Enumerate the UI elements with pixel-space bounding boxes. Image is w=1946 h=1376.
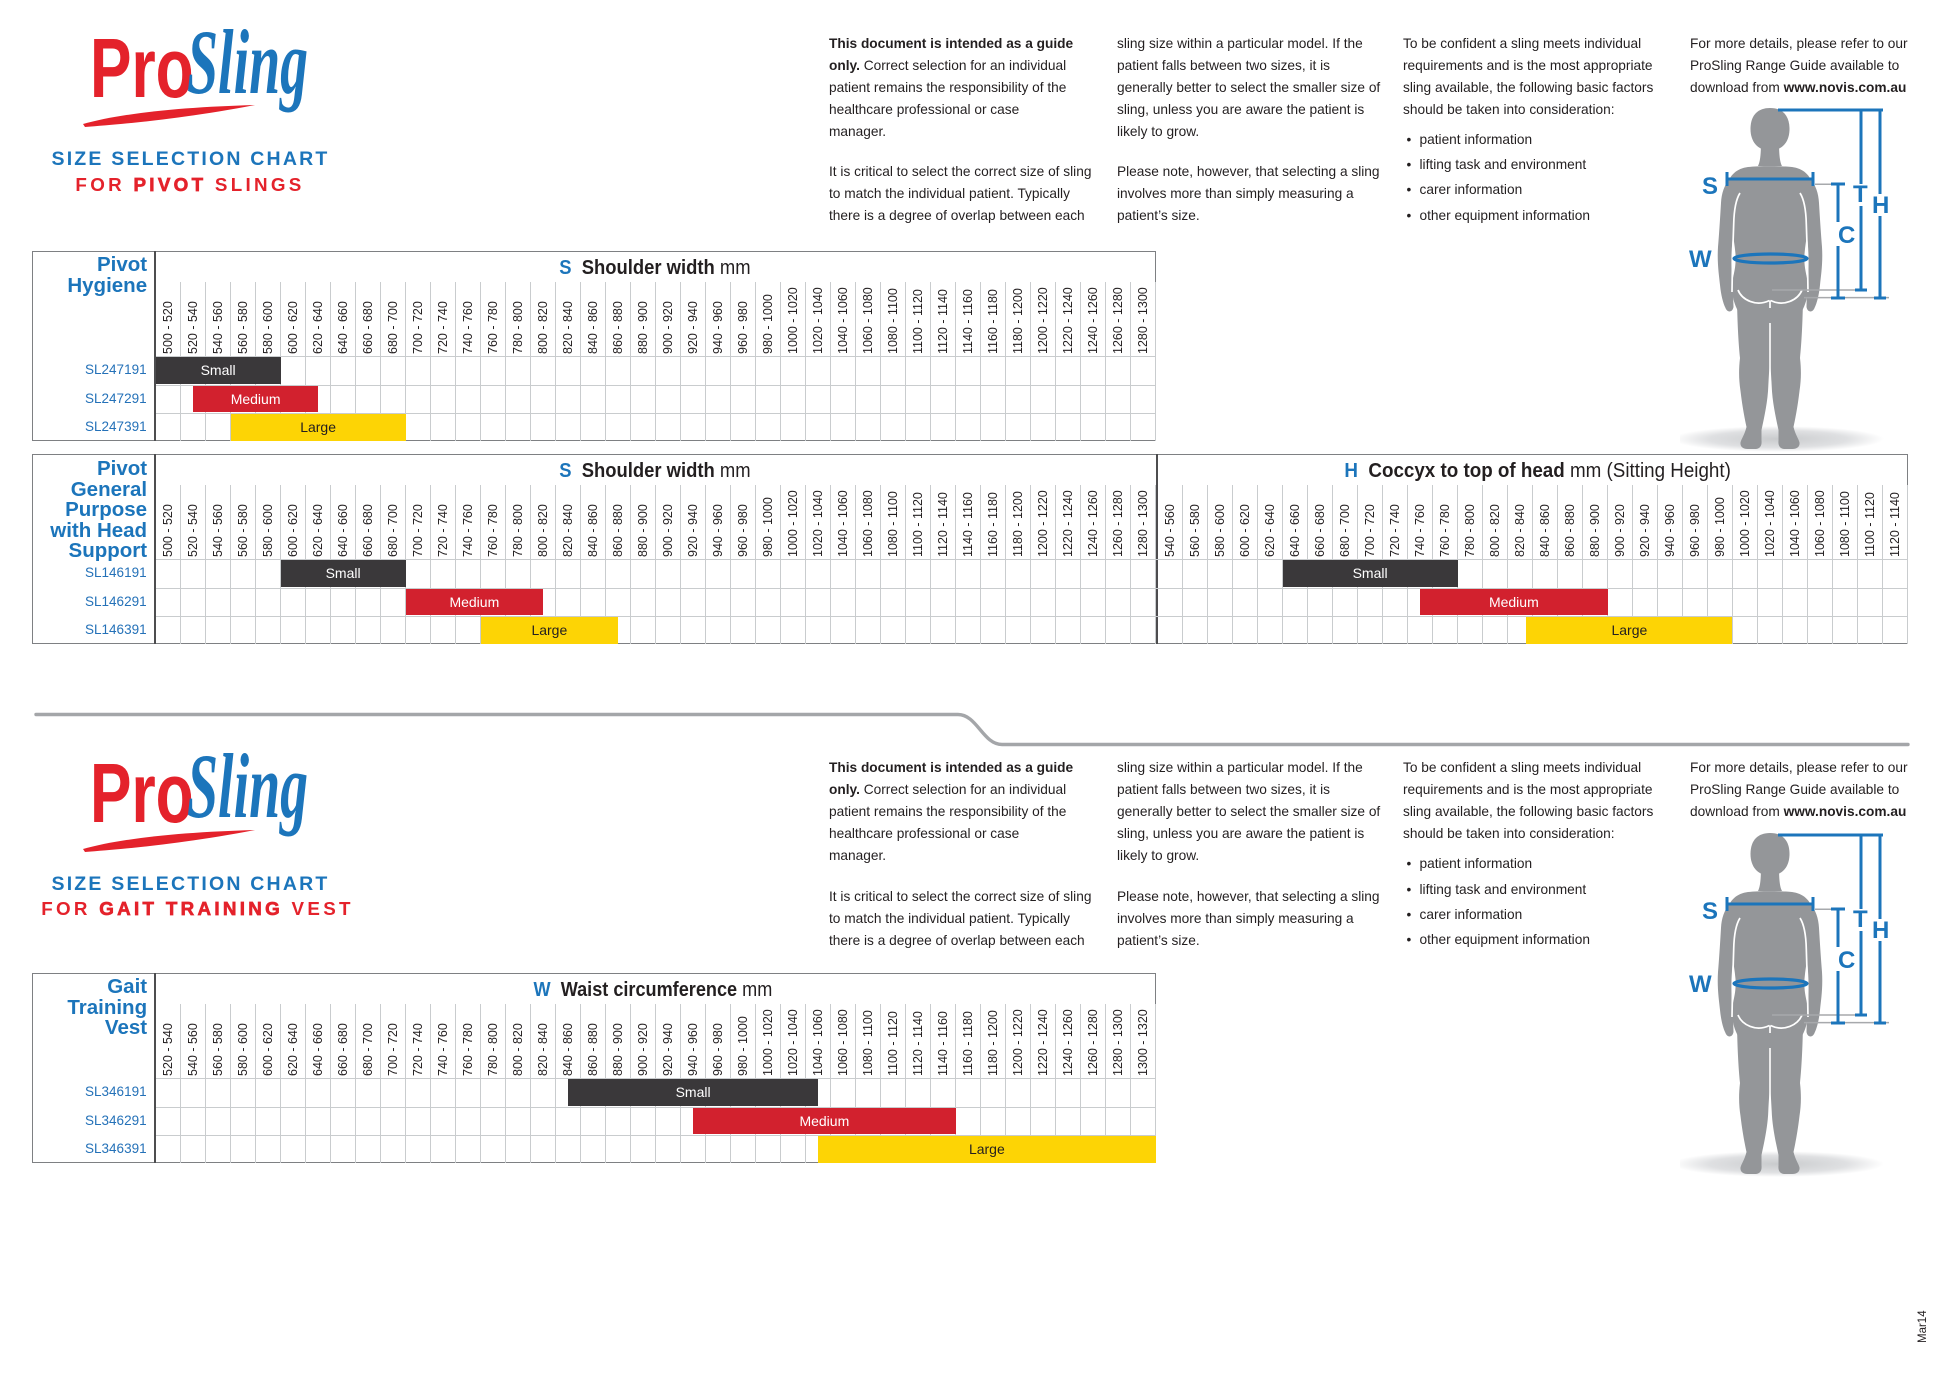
svg-text:H: H <box>1872 192 1889 219</box>
svg-text:S: S <box>1702 173 1718 200</box>
svg-text:H: H <box>1872 917 1889 944</box>
svg-text:S: S <box>1702 898 1718 925</box>
svg-text:T: T <box>1853 906 1868 933</box>
svg-text:C: C <box>1838 947 1855 974</box>
svg-text:W: W <box>1689 971 1712 998</box>
svg-text:T: T <box>1853 181 1868 208</box>
svg-text:W: W <box>1689 246 1712 273</box>
svg-text:C: C <box>1838 222 1855 249</box>
